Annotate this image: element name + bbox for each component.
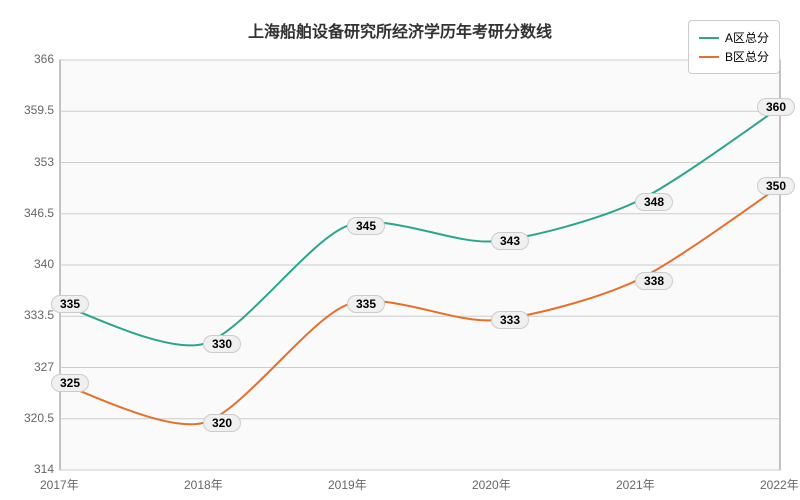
data-label: 345 bbox=[347, 217, 385, 235]
chart-container: 上海船舶设备研究所经济学历年考研分数线 A区总分 B区总分 314320.532… bbox=[0, 0, 800, 500]
data-label: 360 bbox=[757, 98, 795, 116]
y-tick-label: 320.5 bbox=[24, 411, 54, 425]
y-tick-label: 346.5 bbox=[24, 206, 54, 220]
legend-item-a: A区总分 bbox=[699, 29, 769, 46]
x-tick-label: 2021年 bbox=[616, 476, 655, 493]
x-tick-label: 2018年 bbox=[184, 476, 223, 493]
data-label: 330 bbox=[203, 335, 241, 353]
legend-swatch-a bbox=[699, 37, 719, 39]
data-label: 335 bbox=[51, 295, 89, 313]
data-label: 348 bbox=[635, 193, 673, 211]
x-tick-label: 2017年 bbox=[40, 476, 79, 493]
data-label: 338 bbox=[635, 272, 673, 290]
legend-label-a: A区总分 bbox=[725, 29, 769, 46]
y-tick-label: 359.5 bbox=[24, 103, 54, 117]
y-tick-label: 366 bbox=[34, 52, 54, 66]
x-tick-label: 2020年 bbox=[472, 476, 511, 493]
data-label: 335 bbox=[347, 295, 385, 313]
data-label: 325 bbox=[51, 374, 89, 392]
y-tick-label: 340 bbox=[34, 257, 54, 271]
legend-item-b: B区总分 bbox=[699, 48, 769, 65]
x-tick-label: 2022年 bbox=[760, 476, 799, 493]
y-tick-label: 333.5 bbox=[24, 308, 54, 322]
x-tick-label: 2019年 bbox=[328, 476, 367, 493]
legend: A区总分 B区总分 bbox=[688, 20, 780, 74]
y-tick-label: 327 bbox=[34, 360, 54, 374]
data-label: 333 bbox=[491, 311, 529, 329]
data-label: 320 bbox=[203, 414, 241, 432]
y-tick-label: 314 bbox=[34, 462, 54, 476]
chart-svg bbox=[0, 0, 800, 500]
legend-swatch-b bbox=[699, 56, 719, 58]
data-label: 343 bbox=[491, 232, 529, 250]
y-tick-label: 353 bbox=[34, 155, 54, 169]
legend-label-b: B区总分 bbox=[725, 48, 769, 65]
data-label: 350 bbox=[757, 177, 795, 195]
